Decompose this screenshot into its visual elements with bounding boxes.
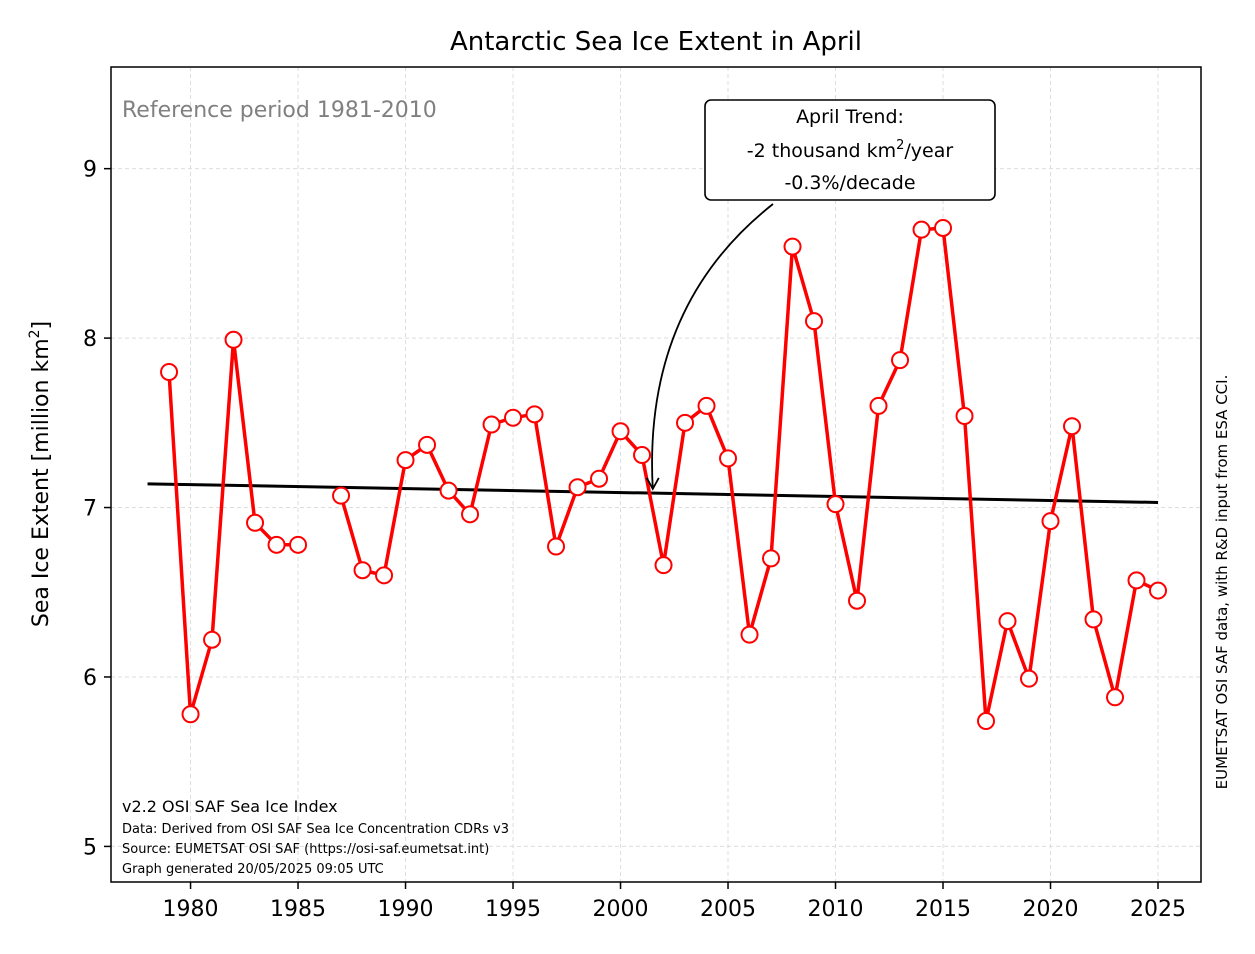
x-tick-label: 2005	[700, 897, 756, 922]
data-point	[332, 486, 351, 505]
x-tick-label: 2015	[915, 897, 971, 922]
y-axis-label: Sea Ice Extent [million km2]	[27, 321, 54, 627]
y-tick-label: 7	[83, 497, 97, 522]
data-point	[568, 478, 587, 497]
data-point	[1149, 581, 1168, 600]
data-point	[1041, 512, 1060, 531]
y-tick-label: 9	[83, 158, 97, 183]
chart-title: Antarctic Sea Ice Extent in April	[450, 27, 862, 57]
data-point	[1084, 610, 1103, 629]
grid-layer	[111, 67, 1201, 882]
data-point	[955, 407, 974, 426]
x-tick-label: 2000	[593, 897, 649, 922]
data-point	[439, 481, 458, 500]
data-point	[654, 556, 673, 575]
y-tick-label: 8	[83, 327, 97, 352]
footer-version: v2.2 OSI SAF Sea Ice Index	[122, 797, 338, 816]
data-point	[826, 495, 845, 514]
data-point	[504, 408, 523, 427]
y-tick-label: 6	[83, 666, 97, 691]
plot-frame	[110, 66, 1202, 883]
data-point	[482, 415, 501, 434]
trend-layer	[147, 482, 1159, 504]
data-point	[869, 396, 888, 415]
marker-layer	[160, 218, 1168, 731]
side-credit: EUMETSAT OSI SAF data, with R&D input fr…	[1213, 375, 1231, 790]
data-point	[353, 561, 372, 580]
footer-data-source: Data: Derived from OSI SAF Sea Ice Conce…	[122, 822, 509, 837]
x-tick-label: 2010	[808, 897, 864, 922]
data-point	[783, 237, 802, 256]
data-point	[762, 549, 781, 568]
x-tick-label: 1990	[378, 897, 434, 922]
trend-annotation-line3: -0.3%/decade	[784, 172, 915, 194]
data-point	[611, 422, 630, 441]
data-point	[396, 451, 415, 470]
tick-layer: 1980 1985 1990 1995 2000 2005 2010 2015 2020 2025…	[83, 158, 1186, 922]
data-point	[1063, 417, 1082, 436]
data-point	[418, 435, 437, 454]
data-point	[203, 630, 222, 649]
trend-annotation-line1: April Trend:	[796, 106, 904, 128]
data-point	[375, 566, 394, 585]
data-point	[267, 535, 286, 554]
data-point	[848, 591, 867, 610]
data-point	[912, 220, 931, 239]
footer-source: Source: EUMETSAT OSI SAF (https://osi-sa…	[122, 842, 489, 857]
data-point	[805, 312, 824, 331]
trend-annotation-box	[704, 99, 996, 201]
y-tick-label: 5	[83, 835, 97, 860]
data-point	[1020, 669, 1039, 688]
data-point	[891, 351, 910, 370]
x-tick-label: 2020	[1023, 897, 1079, 922]
data-point	[224, 330, 243, 349]
trend-annotation-line2: -2 thousand km2/year	[747, 138, 954, 162]
data-point	[676, 413, 695, 432]
data-point	[590, 469, 609, 488]
x-tick-label: 1985	[270, 897, 326, 922]
reference-period-label: Reference period 1981-2010	[122, 98, 437, 123]
data-point	[998, 612, 1017, 631]
data-point	[740, 625, 759, 644]
x-tick-label: 1995	[485, 897, 541, 922]
x-tick-label: 1980	[163, 897, 219, 922]
data-point	[246, 513, 265, 532]
data-point	[719, 449, 738, 468]
data-point	[181, 705, 200, 724]
trend-line	[147, 482, 1159, 504]
footer-generated: Graph generated 20/05/2025 09:05 UTC	[122, 862, 384, 877]
data-point	[1106, 688, 1125, 707]
data-point	[697, 396, 716, 415]
data-point	[289, 535, 308, 554]
data-point	[633, 446, 652, 465]
trend-annotation-arrow	[651, 203, 774, 489]
data-point	[547, 537, 566, 556]
trend-annotation-arrowhead	[645, 477, 660, 491]
data-point	[934, 218, 953, 237]
x-tick-label: 2025	[1130, 897, 1186, 922]
data-point	[525, 405, 544, 424]
data-point	[977, 712, 996, 731]
data-point	[1127, 571, 1146, 590]
data-point	[160, 362, 179, 381]
data-point	[461, 505, 480, 524]
